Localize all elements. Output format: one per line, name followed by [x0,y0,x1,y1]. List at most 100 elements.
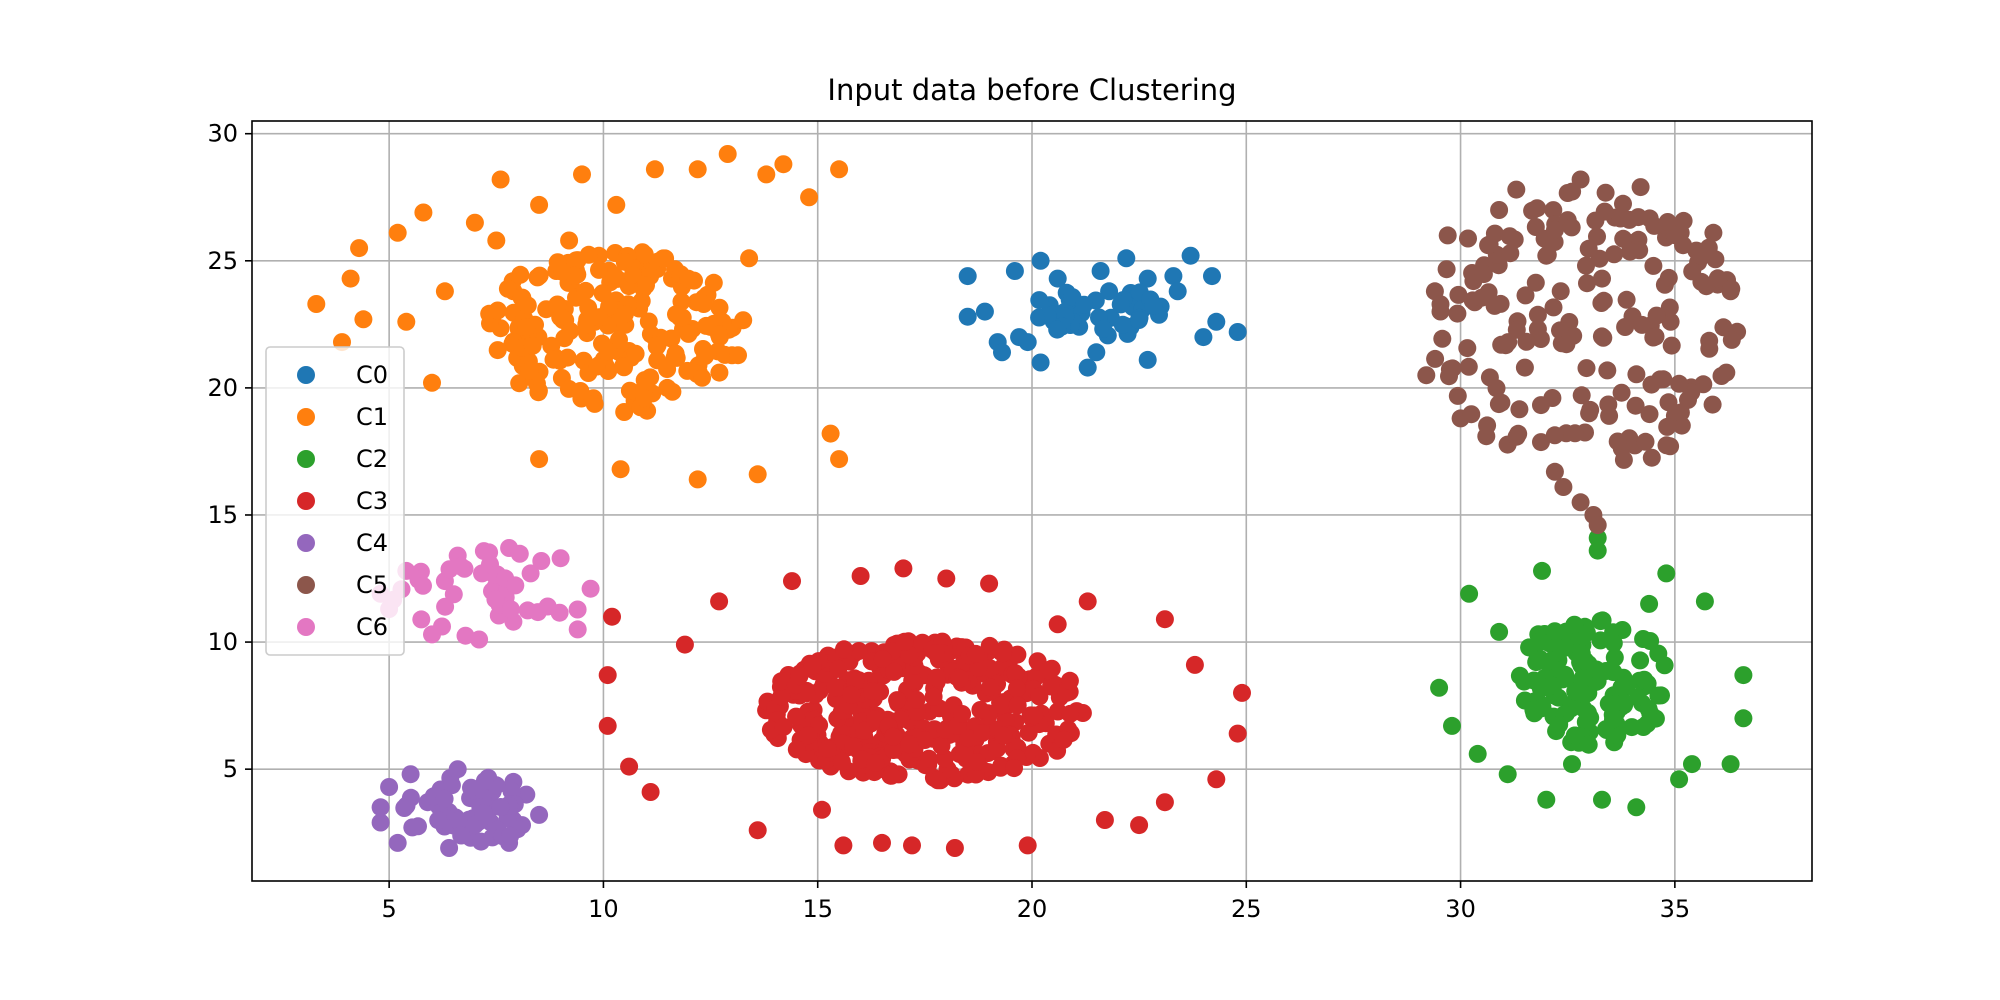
data-point-c5 [1614,194,1632,213]
data-point-c5 [1608,432,1627,451]
data-point-c1 [576,281,595,300]
data-point-c3 [900,735,919,754]
data-point-c1 [520,361,539,380]
data-point-c5 [1617,290,1636,309]
legend-label: C6 [356,613,388,641]
data-point-c3 [1185,655,1204,674]
data-point-c4 [530,805,549,824]
data-point-c0 [1030,291,1049,310]
x-tick-label: 30 [1445,895,1476,923]
data-point-c1 [704,273,723,292]
data-point-c3 [1054,730,1073,749]
data-point-c1 [529,383,548,402]
data-point-c5 [1644,256,1663,275]
data-point-c5 [1579,239,1598,258]
data-point-c3 [799,726,818,745]
data-point-c5 [1672,416,1691,435]
data-point-c5 [1657,436,1676,455]
data-point-c5 [1546,220,1564,239]
x-tick-label: 20 [1017,895,1048,923]
data-point-c3 [1155,610,1174,629]
data-point-c5 [1661,312,1680,331]
data-point-c2 [1721,755,1740,774]
data-point-c5 [1636,432,1655,451]
data-point-c5 [1448,386,1467,405]
data-point-c3 [937,569,956,588]
data-point-c1 [350,239,369,258]
data-point-c1 [774,155,793,174]
data-point-c3 [710,592,729,611]
data-point-c6 [501,600,520,619]
data-point-c1 [573,165,591,184]
data-point-c3 [772,687,791,706]
data-point-c6 [532,552,551,570]
data-point-c5 [1683,262,1702,281]
data-point-c2 [1566,726,1585,745]
data-point-c5 [1490,201,1509,219]
data-point-c5 [1478,416,1497,435]
data-point-c3 [790,667,809,686]
data-point-c0 [1078,358,1097,377]
data-point-c3 [873,650,892,668]
data-point-c2 [1490,622,1509,641]
data-point-c3 [813,800,831,819]
data-point-c1 [821,424,840,443]
data-point-c2 [1641,632,1660,650]
data-point-c2 [1657,564,1676,583]
data-point-c5 [1440,367,1458,386]
data-point-c2 [1545,622,1564,641]
data-point-c6 [412,610,431,629]
data-point-c1 [517,318,536,337]
data-point-c1 [488,341,507,360]
y-tick-label: 20 [207,374,238,402]
data-point-c1 [604,265,623,284]
data-point-c2 [1599,694,1618,713]
data-point-c4 [388,833,407,852]
x-tick-label: 15 [802,895,833,923]
data-point-c2 [1593,790,1611,809]
legend-label: C2 [356,445,388,473]
data-point-c3 [842,685,861,704]
data-point-c2 [1460,584,1479,603]
data-point-c0 [1194,328,1213,347]
data-point-c0 [975,302,994,321]
data-point-c3 [787,707,806,726]
data-point-c3 [973,724,992,742]
data-point-c1 [435,282,454,301]
data-point-c3 [1005,759,1023,778]
data-point-c0 [1164,267,1183,286]
data-point-c3 [882,766,901,785]
data-point-c2 [1605,648,1624,667]
data-point-c5 [1598,361,1617,380]
data-point-c5 [1571,493,1590,512]
data-point-c1 [800,188,819,207]
data-point-c6 [451,557,470,576]
data-point-c3 [866,710,884,729]
data-point-c5 [1500,227,1519,246]
data-point-c3 [924,687,943,706]
data-point-c0 [958,307,977,326]
data-point-c3 [888,691,907,710]
data-point-c1 [615,305,634,324]
data-point-c6 [444,585,463,604]
data-point-c3 [1228,724,1247,743]
data-point-c5 [1616,318,1635,336]
data-point-c5 [1712,367,1731,385]
data-point-c5 [1501,244,1520,263]
data-point-c5 [1551,282,1570,301]
data-point-c3 [903,671,922,690]
data-point-c3 [959,729,977,748]
data-point-c4 [395,799,414,817]
data-point-c5 [1538,245,1557,264]
data-point-c3 [834,836,853,855]
data-point-c2 [1443,716,1461,735]
data-point-c2 [1430,678,1449,697]
data-point-c5 [1642,448,1661,467]
data-point-c3 [1048,615,1067,634]
data-point-c5 [1563,182,1582,201]
data-point-c1 [523,336,542,355]
data-point-c1 [518,296,537,315]
data-point-c5 [1640,405,1659,424]
data-point-c1 [648,336,667,355]
data-point-c1 [623,266,642,285]
